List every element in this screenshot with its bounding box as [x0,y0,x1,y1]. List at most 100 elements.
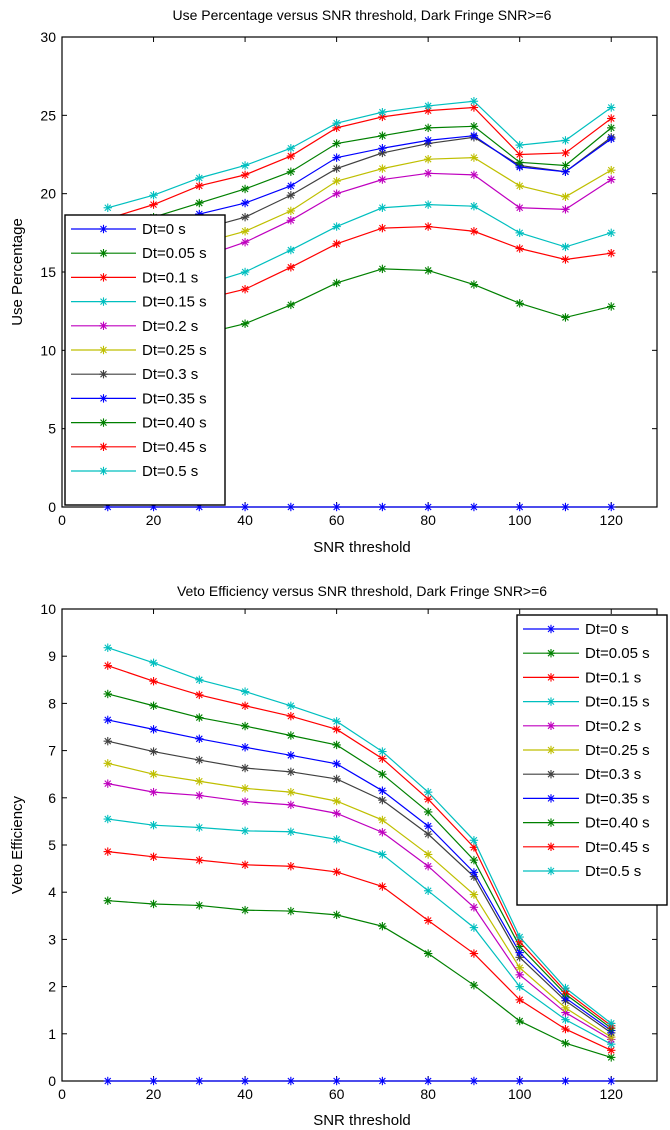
data-point [332,796,341,806]
data-point [561,255,570,264]
data-point [286,906,296,916]
data-point [378,203,387,212]
legend-item: Dt=0.35 s [71,390,207,407]
data-point [423,821,433,831]
data-point [240,784,250,793]
data-point [561,1076,570,1086]
data-point [423,787,433,797]
data-point [286,711,296,721]
legend-item: Dt=0.2 s [523,718,641,735]
data-point [99,297,108,306]
y-axis-label: Use Percentage [9,218,26,326]
legend-item: Dt=0.15 s [71,294,207,311]
data-point [286,245,296,255]
legend-box [64,214,226,506]
data-point [469,131,479,140]
data-point [469,868,479,877]
legend-item: Dt=0.05 s [523,645,650,662]
data-point [286,144,296,153]
use-percentage-chart: Use Percentage versus SNR threshold, Dar… [9,7,658,556]
data-point [240,797,250,806]
legend-label: Dt=0.1 s [585,669,641,686]
data-point [332,139,341,148]
data-point [99,466,108,476]
data-point [378,882,387,891]
y-tick-label: 10 [40,601,56,617]
data-point [546,794,556,803]
data-point [546,770,556,779]
legend: Dt=0 s Dt=0.05 s Dt=0.1 s Dt=0.15 s Dt=0.2 s… [516,614,668,906]
y-tick-label: 25 [40,107,56,123]
data-point [240,319,250,328]
series-path [107,719,612,1031]
data-point [378,108,387,117]
series-line [103,896,616,1062]
data-point [286,206,296,216]
data-point [561,1003,570,1013]
legend-item: Dt=0.1 s [71,269,198,286]
data-point [195,690,204,700]
chart-title: Veto Efficiency versus SNR threshold, Da… [177,583,547,599]
data-point [423,795,433,804]
y-tick-label: 2 [48,979,56,995]
data-point [515,1016,524,1026]
data-point [607,1019,616,1028]
data-point [423,101,433,111]
y-tick-label: 15 [40,264,56,280]
data-point [546,649,556,658]
legend-label: Dt=0.35 s [585,790,650,807]
data-point [607,1053,616,1062]
x-tick-label: 60 [329,512,345,528]
data-point [195,823,204,832]
legend-item: Dt=0.2 s [71,318,198,335]
data-point [286,800,296,810]
data-point [515,1076,524,1086]
data-point [286,701,296,710]
data-point [195,198,204,208]
data-point [423,886,433,895]
data-point [469,280,479,289]
data-point [149,787,158,797]
x-tick-label: 100 [508,1086,532,1102]
legend-label: Dt=0.3 s [585,766,641,783]
y-tick-label: 8 [48,695,56,711]
data-point [332,835,341,844]
series-line [103,502,616,512]
legend-label: Dt=0.45 s [585,839,650,856]
legend-item: Dt=0.5 s [71,463,198,480]
data-point [240,161,250,170]
data-point [515,140,524,150]
series-line [103,1076,616,1086]
data-point [99,224,108,234]
data-point [332,278,341,288]
y-tick-label: 3 [48,931,56,947]
data-point [423,136,433,145]
data-point [469,153,479,162]
data-point [286,502,296,512]
y-tick-label: 6 [48,790,56,806]
data-point [103,847,112,856]
series-path [107,106,612,220]
data-point [286,751,296,760]
data-point [99,321,108,330]
data-point [332,725,341,734]
data-point [561,242,570,252]
legend: Dt=0 s Dt=0.05 s Dt=0.1 s Dt=0.15 s Dt=0.2 s… [64,214,226,506]
data-point [332,189,341,198]
series-path [107,851,612,1051]
data-point [149,1076,158,1086]
data-point [469,949,479,958]
series-line [103,97,616,212]
data-point [469,923,479,932]
data-point [423,807,433,817]
data-point [561,1039,570,1048]
data-point [332,717,341,726]
x-tick-label: 60 [329,1086,345,1102]
data-point [332,759,341,769]
x-tick-label: 20 [146,512,162,528]
legend-item: Dt=0.40 s [71,415,207,432]
data-point [515,299,524,308]
data-point [469,903,479,912]
data-point [149,747,158,756]
legend-item: Dt=0.35 s [523,790,650,807]
